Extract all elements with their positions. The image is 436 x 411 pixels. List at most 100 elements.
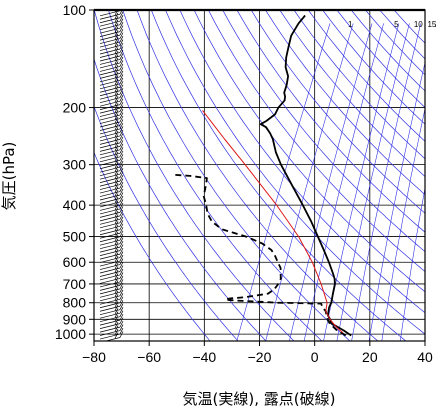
wind-barb-flag xyxy=(114,287,119,294)
wind-barb-flag xyxy=(119,74,124,81)
wind-barb-flag xyxy=(119,25,124,32)
wind-barb-flag xyxy=(114,262,119,270)
wind-barb-flag xyxy=(114,182,119,190)
wind-barb-flag xyxy=(119,129,124,137)
wind-barb-flag xyxy=(114,54,119,61)
wind-barb-flag xyxy=(114,137,119,145)
wind-barb-flag xyxy=(114,99,119,106)
wind-barb-flag xyxy=(119,178,124,185)
wind-barb-flag xyxy=(119,240,124,248)
wind-barb-flag xyxy=(114,200,119,207)
wind-barb-flag xyxy=(119,202,124,210)
wind-barb-flag xyxy=(114,231,119,238)
wind-barb-flag xyxy=(119,268,124,276)
wind-barb-flag xyxy=(114,64,119,72)
wind-barb-flag xyxy=(119,254,124,262)
wind-barb-flag xyxy=(119,77,124,84)
wind-barb-flag xyxy=(114,248,119,256)
wind-barb-flag xyxy=(119,251,124,258)
wind-barb-flag xyxy=(119,91,124,98)
y-tick-label: 800 xyxy=(63,295,87,311)
dry-adiabat-line xyxy=(236,10,425,233)
wind-barb-flag xyxy=(119,67,124,74)
wind-barb-flag xyxy=(114,238,119,245)
wind-barb-flag xyxy=(119,230,124,237)
dry-adiabats xyxy=(94,10,425,341)
wind-barb-flag xyxy=(114,123,119,131)
wind-barb-flag xyxy=(119,293,124,300)
wind-barb-flag xyxy=(114,235,119,242)
wind-barb-flag xyxy=(114,144,119,151)
mixing-ratio-line xyxy=(381,107,425,341)
wind-barb-flag xyxy=(119,258,124,265)
wind-barb-flag xyxy=(114,89,119,96)
wind-barb-flag xyxy=(114,269,119,277)
wind-barb-flag xyxy=(119,237,124,244)
wind-barb-flag xyxy=(114,189,119,197)
x-tick-label: −60 xyxy=(137,349,161,365)
wind-barb-flag xyxy=(114,29,119,37)
wind-barb-flag xyxy=(119,115,124,123)
wind-barb-flag xyxy=(119,147,124,154)
wind-barb-flag xyxy=(114,304,119,311)
dewpoint-profile-line xyxy=(171,173,347,337)
wind-barb-flag xyxy=(114,165,119,172)
wind-barb-flag xyxy=(114,314,119,322)
y-tick-label: 300 xyxy=(63,157,87,173)
wind-barb-flag xyxy=(119,199,124,206)
y-tick-label: 700 xyxy=(63,276,87,292)
wind-barb-flag xyxy=(114,297,119,304)
wind-barb-flag xyxy=(119,327,124,335)
parcel-profile-line xyxy=(202,110,344,334)
wind-barb-flag xyxy=(119,39,124,46)
x-tick-label: −80 xyxy=(82,349,106,365)
wind-barb-flag xyxy=(119,143,124,150)
y-axis-title: 気圧(hPa) xyxy=(0,142,18,211)
dry-adiabat-line xyxy=(293,10,425,160)
wind-barb-flag xyxy=(119,216,124,223)
wind-barb-flag xyxy=(114,36,119,44)
wind-barb-flag xyxy=(114,179,119,186)
wind-barb-flag xyxy=(114,193,119,200)
wind-barb-flag xyxy=(119,136,124,144)
wind-barb-shaft xyxy=(104,337,121,341)
wind-barb-flag xyxy=(119,10,123,15)
wind-barb-flag xyxy=(119,49,124,57)
sounding-profiles xyxy=(171,14,352,337)
wind-barb-flag xyxy=(119,188,124,196)
wind-barb-flag xyxy=(119,220,124,227)
wind-barb-flag xyxy=(119,164,124,171)
y-tick-label: 400 xyxy=(63,197,87,213)
wind-barb-flag xyxy=(119,98,124,105)
dry-adiabat-line xyxy=(208,10,425,272)
wind-barb-flag xyxy=(119,206,124,213)
wind-barb-flag xyxy=(119,108,124,116)
mixing-ratio-line xyxy=(400,186,425,341)
wind-barb-flag xyxy=(119,168,124,175)
wind-barb-flag xyxy=(119,46,124,53)
wind-barb-flag xyxy=(114,266,119,273)
y-tick-label: 500 xyxy=(63,229,87,245)
wind-barb-flag xyxy=(114,224,119,231)
wind-barb-flag xyxy=(119,174,124,182)
wind-barb-flag xyxy=(114,196,119,204)
mixing-ratio-label: 10 xyxy=(414,20,423,29)
wind-barb-flag xyxy=(119,133,124,140)
wind-barb-flag xyxy=(114,228,119,235)
wind-barbs xyxy=(99,10,124,341)
wind-barb-flag xyxy=(114,276,119,284)
wind-barb-flag xyxy=(114,82,119,89)
wind-barb-flag xyxy=(119,234,124,241)
dry-adiabat-line xyxy=(222,10,425,253)
wind-barb-flag xyxy=(119,261,124,269)
mixing-ratio-line xyxy=(265,23,354,341)
wind-barb-flag xyxy=(114,221,119,228)
y-tick-label: 600 xyxy=(63,254,87,270)
wind-barb-flag xyxy=(114,47,119,54)
wind-barb-flag xyxy=(119,331,124,338)
wind-barb-flag xyxy=(119,247,124,255)
wind-barb-flag xyxy=(119,53,124,60)
wind-barb-flag xyxy=(119,265,124,272)
wind-barb-flag xyxy=(119,157,124,164)
